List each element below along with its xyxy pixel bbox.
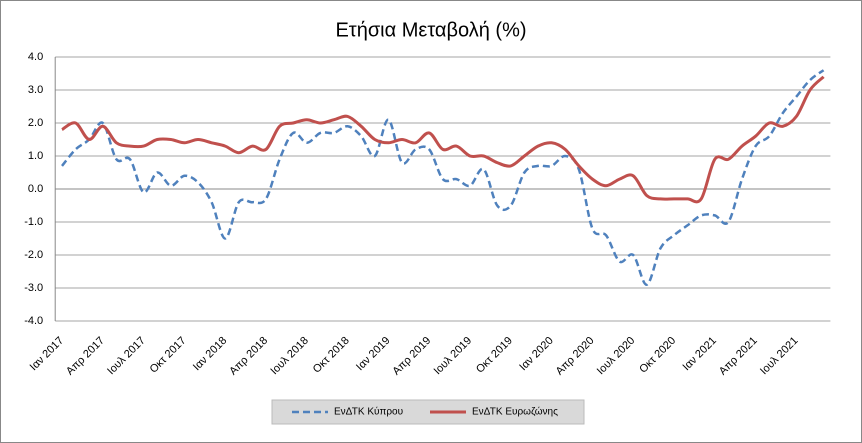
legend [271, 399, 585, 425]
y-tick-label: 2.0 [28, 117, 43, 129]
chart-title: Ετήσια Μεταβολή (%) [335, 19, 526, 41]
series-line [61, 75, 825, 204]
y-tick-label: -1.0 [24, 216, 43, 228]
y-tick-label: -3.0 [24, 282, 43, 294]
y-tick-label: 1.0 [28, 150, 43, 162]
y-tick-label: 3.0 [28, 84, 43, 96]
y-tick-label: 0.0 [28, 183, 43, 195]
legend-label: ΕνΔΤΚ Κύπρου [334, 406, 403, 418]
y-tick-label: -2.0 [24, 249, 43, 261]
series-line [61, 69, 825, 286]
y-tick-label: 4.0 [28, 51, 43, 63]
y-tick-label: -4.0 [24, 315, 43, 327]
legend-label: ΕνΔΤΚ Ευρωζώνης [472, 406, 558, 418]
